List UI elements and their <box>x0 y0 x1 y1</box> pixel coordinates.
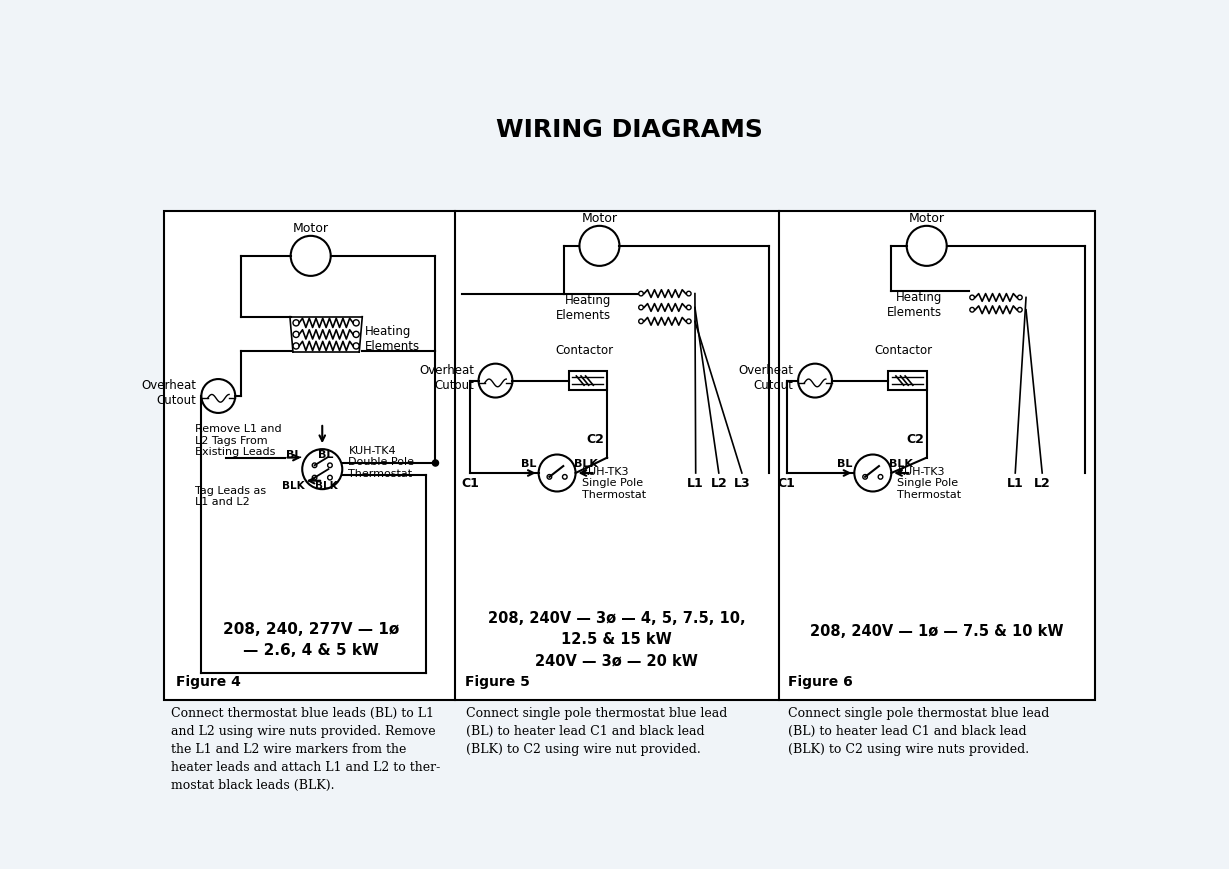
Text: Heating
Elements: Heating Elements <box>887 290 943 318</box>
Text: L2: L2 <box>710 476 728 489</box>
Text: Motor: Motor <box>908 211 945 224</box>
Text: BLK: BLK <box>315 480 338 490</box>
Bar <box>165 212 1095 700</box>
Text: BLK: BLK <box>890 459 913 468</box>
Text: Connect single pole thermostat blue lead
(BL) to heater lead C1 and black lead
(: Connect single pole thermostat blue lead… <box>466 706 728 754</box>
Text: Figure 6: Figure 6 <box>788 674 853 688</box>
Text: C1: C1 <box>461 476 479 489</box>
Text: Figure 4: Figure 4 <box>176 674 241 688</box>
Text: C2: C2 <box>586 433 605 445</box>
Text: L1: L1 <box>1007 476 1024 489</box>
Text: Heating
Elements: Heating Elements <box>365 325 420 353</box>
Text: 208, 240V — 3ø — 4, 5, 7.5, 10,
12.5 & 15 kW
240V — 3ø — 20 kW: 208, 240V — 3ø — 4, 5, 7.5, 10, 12.5 & 1… <box>488 610 745 667</box>
Text: BL: BL <box>318 449 334 459</box>
Text: WIRING DIAGRAMS: WIRING DIAGRAMS <box>497 118 763 143</box>
Text: Motor: Motor <box>293 222 328 235</box>
Circle shape <box>433 461 439 467</box>
Text: Connect thermostat blue leads (BL) to L1
and L2 using wire nuts provided. Remove: Connect thermostat blue leads (BL) to L1… <box>171 706 440 791</box>
Text: 208, 240, 277V — 1ø
— 2.6, 4 & 5 kW: 208, 240, 277V — 1ø — 2.6, 4 & 5 kW <box>222 620 399 657</box>
Text: Motor: Motor <box>581 211 617 224</box>
Text: Overheat
Cutout: Overheat Cutout <box>739 363 794 391</box>
Text: KUH-TK4
Double Pole
Thermostat: KUH-TK4 Double Pole Thermostat <box>349 445 414 479</box>
Text: Overheat
Cutout: Overheat Cutout <box>141 379 197 407</box>
Text: Figure 5: Figure 5 <box>465 674 530 688</box>
Text: L3: L3 <box>734 476 750 489</box>
Text: C2: C2 <box>906 433 924 445</box>
Text: BL: BL <box>521 459 536 468</box>
Text: KUH-TK3
Single Pole
Thermostat: KUH-TK3 Single Pole Thermostat <box>897 466 961 500</box>
Text: BL: BL <box>286 449 301 459</box>
Text: KUH-TK3
Single Pole
Thermostat: KUH-TK3 Single Pole Thermostat <box>581 466 646 500</box>
Text: Overheat
Cutout: Overheat Cutout <box>419 363 474 391</box>
Bar <box>569 372 607 390</box>
Text: Tag Leads as
L1 and L2: Tag Leads as L1 and L2 <box>195 485 267 507</box>
Text: BL: BL <box>837 459 852 468</box>
Text: BLK: BLK <box>283 480 305 490</box>
Text: Heating
Elements: Heating Elements <box>556 294 611 322</box>
Text: L1: L1 <box>687 476 704 489</box>
Text: 208, 240V — 1ø — 7.5 & 10 kW: 208, 240V — 1ø — 7.5 & 10 kW <box>810 624 1063 639</box>
Bar <box>889 372 927 390</box>
Text: Contactor: Contactor <box>875 343 933 356</box>
Text: BLK: BLK <box>574 459 597 468</box>
Text: C1: C1 <box>778 476 795 489</box>
Text: Connect single pole thermostat blue lead
(BL) to heater lead C1 and black lead
(: Connect single pole thermostat blue lead… <box>788 706 1050 754</box>
Text: L2: L2 <box>1034 476 1051 489</box>
Text: Remove L1 and
L2 Tags From
Existing Leads: Remove L1 and L2 Tags From Existing Lead… <box>195 423 281 456</box>
Text: Contactor: Contactor <box>556 343 613 356</box>
